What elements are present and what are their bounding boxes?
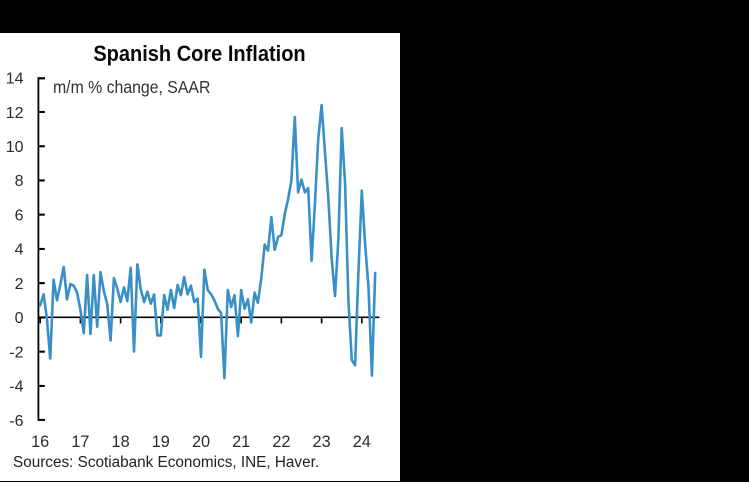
svg-text:17: 17 bbox=[71, 433, 89, 451]
svg-text:-6: -6 bbox=[9, 413, 23, 430]
svg-text:0: 0 bbox=[15, 310, 24, 327]
svg-text:Sources: Scotiabank Economics,: Sources: Scotiabank Economics, INE, Have… bbox=[13, 454, 319, 471]
svg-text:21: 21 bbox=[232, 433, 250, 451]
svg-text:4: 4 bbox=[15, 242, 24, 259]
svg-text:12: 12 bbox=[6, 105, 24, 122]
svg-text:20: 20 bbox=[192, 433, 210, 451]
svg-text:6: 6 bbox=[15, 208, 24, 225]
svg-text:2: 2 bbox=[15, 276, 24, 293]
svg-text:24: 24 bbox=[353, 433, 371, 451]
svg-text:16: 16 bbox=[31, 433, 49, 451]
svg-text:19: 19 bbox=[152, 433, 170, 451]
svg-text:22: 22 bbox=[272, 433, 290, 451]
svg-text:8: 8 bbox=[15, 173, 24, 190]
svg-text:18: 18 bbox=[112, 433, 130, 451]
svg-text:-4: -4 bbox=[9, 379, 23, 396]
svg-text:10: 10 bbox=[6, 139, 24, 156]
svg-text:14: 14 bbox=[6, 71, 24, 88]
svg-text:23: 23 bbox=[313, 433, 331, 451]
svg-text:-2: -2 bbox=[9, 344, 23, 361]
svg-text:Spanish Core Inflation: Spanish Core Inflation bbox=[93, 41, 305, 66]
svg-text:m/m % change, SAAR: m/m % change, SAAR bbox=[53, 77, 210, 97]
